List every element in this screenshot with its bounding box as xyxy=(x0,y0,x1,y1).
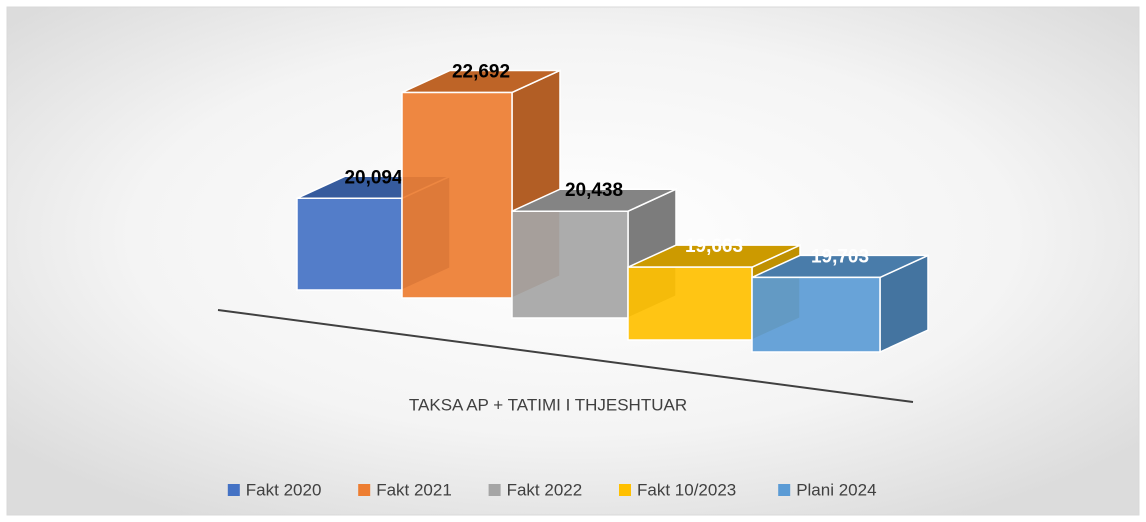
legend-label: Fakt 10/2023 xyxy=(637,480,736,499)
legend-label: Fakt 2022 xyxy=(507,480,583,499)
bar-front xyxy=(401,91,513,299)
legend-swatch xyxy=(358,484,371,496)
data-label: 19,703 xyxy=(811,246,869,267)
bar xyxy=(751,254,929,354)
legend-label: Fakt 2020 xyxy=(246,480,322,499)
data-label: 20,438 xyxy=(565,180,623,201)
legend-swatch xyxy=(778,484,791,496)
legend-label: Fakt 2021 xyxy=(376,480,452,499)
bar-front xyxy=(296,197,403,291)
legend-swatch xyxy=(227,484,240,496)
category-axis xyxy=(217,309,914,403)
bar-front xyxy=(751,276,881,353)
data-label: 19,663 xyxy=(685,236,743,257)
category-label: TAKSA AP + TATIMI I THJESHTUAR xyxy=(409,395,687,414)
data-label: 22,692 xyxy=(452,62,510,83)
bar-front xyxy=(627,266,753,341)
data-label: 20,094 xyxy=(344,167,403,188)
legend-swatch xyxy=(488,484,501,496)
legend-label: Plani 2024 xyxy=(796,480,876,499)
bar-front xyxy=(511,210,629,319)
legend-swatch xyxy=(619,484,631,496)
